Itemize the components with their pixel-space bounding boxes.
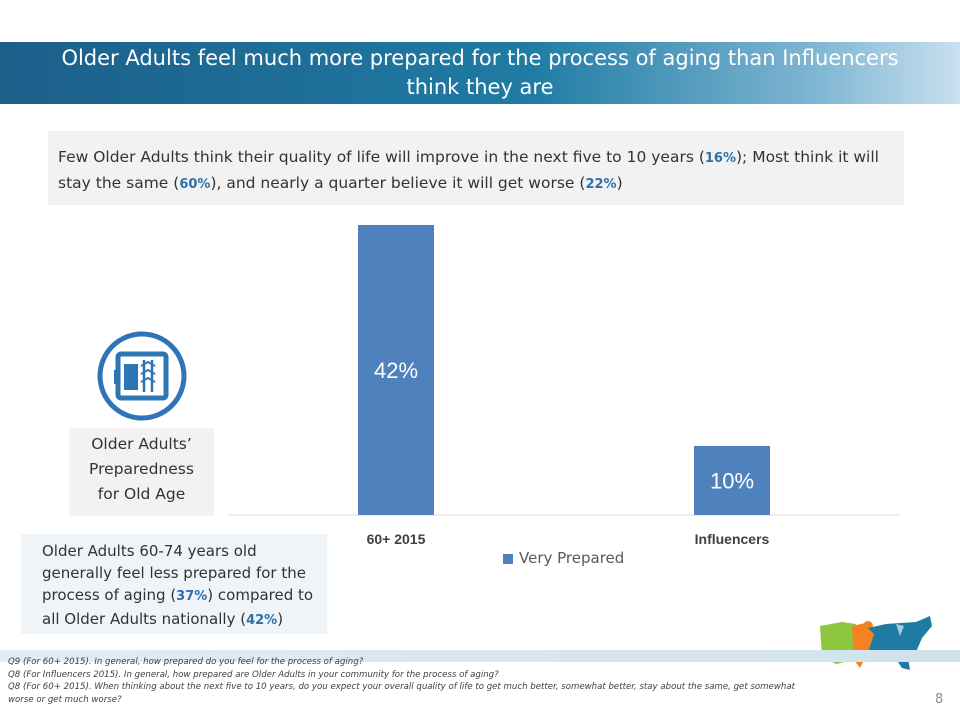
footnote: Q9 (For 60+ 2015). In general, how prepa…	[8, 657, 364, 667]
callout-text-part: )	[616, 174, 623, 192]
page-number: 8	[935, 692, 944, 707]
legend-label: Very Prepared	[519, 549, 625, 567]
us-map-logo-icon	[812, 612, 936, 676]
footnote: Q8 (For Influencers 2015). In general, h…	[8, 669, 499, 680]
chart-legend: Very Prepared	[503, 549, 624, 567]
callout-text-part: ), and nearly a quarter believe it will …	[210, 174, 586, 192]
data-label-0: 42%	[374, 358, 418, 383]
callout-text-part: ); Most think it will stay the same (	[58, 148, 879, 192]
page-title: Older Adults feel much more prepared for…	[61, 46, 899, 99]
note-box	[21, 534, 327, 634]
callout-text-part: Few Older Adults think their quality of …	[58, 148, 705, 166]
footer-bar	[0, 650, 960, 662]
title-banner	[0, 42, 960, 104]
callout-pct-worse: 22%	[585, 177, 617, 192]
callout-text: Few Older Adults think their quality of …	[58, 145, 898, 197]
legend-swatch	[503, 553, 513, 564]
bar-chart: 42% 60+ 2015 10% Influencers	[228, 225, 900, 547]
callout-pct-same: 60%	[179, 177, 211, 192]
note-pct-national: 42%	[246, 613, 278, 628]
preparedness-label-box	[69, 428, 214, 516]
note-text-part: Older Adults 60-74 years old generally f…	[42, 542, 306, 604]
footnotes: Q9 (For 60+ 2015). In general, how prepa…	[8, 656, 798, 706]
callout-box	[48, 131, 904, 205]
bar-0	[358, 225, 434, 515]
note-text-part: ) compared to all Older Adults nationall…	[42, 586, 314, 628]
bar-1	[694, 445, 770, 515]
preparedness-label: Older Adults’ Preparedness for Old Age	[69, 432, 214, 507]
note-pct-60-74: 37%	[176, 589, 208, 604]
calendar-book-icon	[96, 330, 188, 426]
footnote: Q8 (For 60+ 2015). When thinking about t…	[8, 682, 795, 705]
note-text-part: )	[277, 610, 284, 628]
x-tick-label-0: 60+ 2015	[367, 531, 426, 547]
preparedness-label-line: for Old Age	[97, 485, 186, 503]
x-tick-label-1: Influencers	[695, 531, 770, 547]
note-text: Older Adults 60-74 years old generally f…	[42, 540, 322, 632]
preparedness-label-line: Older Adults’	[91, 435, 192, 453]
preparedness-label-line: Preparedness	[89, 460, 194, 478]
callout-pct-improve: 16%	[704, 151, 736, 166]
data-label-1: 10%	[710, 468, 754, 493]
